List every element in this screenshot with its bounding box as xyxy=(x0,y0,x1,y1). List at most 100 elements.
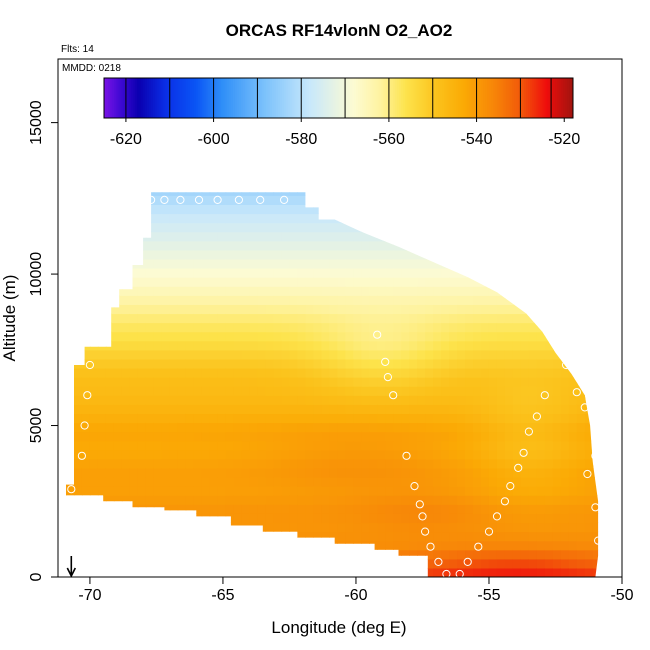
heatmap-cell xyxy=(617,432,626,442)
heatmap-cell xyxy=(361,522,370,533)
heatmap-cell xyxy=(281,404,291,415)
colorbar-segment xyxy=(150,78,154,118)
heatmap-cell xyxy=(568,404,578,415)
heatmap-cell xyxy=(257,304,267,315)
heatmap-cell xyxy=(137,540,147,551)
heatmap-cell xyxy=(89,477,99,487)
heatmap-cell xyxy=(193,449,203,460)
heatmap-cell xyxy=(425,522,434,533)
heatmap-cell xyxy=(169,331,179,342)
heatmap-cell xyxy=(345,540,354,551)
heatmap-cell xyxy=(361,540,370,551)
heatmap-cell xyxy=(217,268,227,278)
heatmap-cell xyxy=(289,558,299,569)
heatmap-cell xyxy=(329,277,338,287)
heatmap-cell xyxy=(393,495,402,505)
heatmap-cell xyxy=(281,458,291,469)
colorbar-segment xyxy=(279,78,283,118)
heatmap-cell xyxy=(97,413,107,424)
heatmap-cell xyxy=(449,413,458,424)
heatmap-cell xyxy=(265,467,275,478)
heatmap-cell xyxy=(473,249,482,260)
heatmap-cell xyxy=(209,277,219,287)
heatmap-cell xyxy=(536,404,546,415)
heatmap-cell xyxy=(592,213,599,224)
heatmap-cell xyxy=(321,549,330,560)
heatmap-cell xyxy=(560,222,570,233)
heatmap-cell xyxy=(97,331,107,342)
heatmap-cell xyxy=(105,286,115,296)
heatmap-cell xyxy=(393,558,402,569)
heatmap-cell xyxy=(504,231,514,242)
heatmap-cell xyxy=(273,531,283,542)
heatmap-cell xyxy=(361,268,370,278)
heatmap-cell xyxy=(377,177,386,187)
heatmap-cell xyxy=(528,513,538,524)
heatmap-cell xyxy=(258,177,267,187)
heatmap-cell xyxy=(66,431,75,442)
heatmap-cell xyxy=(89,204,99,215)
heatmap-cell xyxy=(369,495,378,505)
heatmap-cell xyxy=(393,458,402,469)
heatmap-cell xyxy=(233,486,243,496)
heatmap-cell xyxy=(66,558,67,569)
heatmap-cell xyxy=(584,340,594,351)
colorbar-tick-label: -540 xyxy=(461,131,493,148)
heatmap-cell xyxy=(417,295,426,305)
heatmap-cell xyxy=(177,567,187,577)
heatmap-cell xyxy=(401,404,410,415)
heatmap-cell xyxy=(313,495,322,505)
heatmap-cell xyxy=(305,531,314,542)
heatmap-cell xyxy=(185,422,195,433)
heatmap-cell xyxy=(305,177,314,187)
heatmap-cell xyxy=(97,249,107,260)
colorbar-segment xyxy=(488,78,492,118)
heatmap-cell xyxy=(161,413,171,424)
heatmap-cell xyxy=(113,367,123,378)
heatmap-cell xyxy=(329,340,338,351)
heatmap-cell xyxy=(353,240,362,251)
heatmap-cell xyxy=(241,313,251,324)
heatmap-cell xyxy=(441,240,450,251)
heatmap-cell xyxy=(169,522,179,533)
heatmap-cell xyxy=(329,240,338,251)
heatmap-cell xyxy=(121,231,131,242)
heatmap-cell xyxy=(113,549,123,560)
heatmap-cell xyxy=(393,304,402,315)
heatmap-cell xyxy=(66,204,75,215)
heatmap-cell xyxy=(552,322,562,333)
heatmap-cell xyxy=(297,513,307,524)
heatmap-cell xyxy=(496,349,506,360)
heatmap-cell xyxy=(473,331,482,342)
colorbar-segment xyxy=(322,78,326,118)
heatmap-cell xyxy=(209,467,219,478)
flight-marker xyxy=(147,195,156,204)
heatmap-cell xyxy=(393,422,402,433)
heatmap-cell xyxy=(66,467,75,478)
heatmap-cell xyxy=(185,295,195,305)
heatmap-cell xyxy=(233,395,243,405)
heatmap-cell xyxy=(560,440,570,451)
heatmap-cell xyxy=(217,549,227,560)
heatmap-cell xyxy=(465,258,474,269)
heatmap-cell xyxy=(552,231,562,242)
heatmap-cell xyxy=(137,522,147,533)
heatmap-cell xyxy=(105,495,115,505)
heatmap-cell xyxy=(473,358,482,369)
heatmap-cell xyxy=(345,431,354,442)
heatmap-cell xyxy=(265,340,275,351)
heatmap-cell xyxy=(193,513,203,524)
heatmap-cell xyxy=(249,431,259,442)
heatmap-cell xyxy=(81,522,91,533)
heatmap-cell xyxy=(337,440,346,451)
heatmap-cell xyxy=(217,467,227,478)
heatmap-cell xyxy=(353,495,362,505)
heatmap-cell xyxy=(241,222,251,233)
heatmap-cell xyxy=(249,422,259,433)
heatmap-cell xyxy=(137,213,147,224)
heatmap-cell xyxy=(504,458,514,469)
heatmap-cell xyxy=(488,549,498,560)
heatmap-cell xyxy=(329,440,338,451)
heatmap-cell xyxy=(473,522,482,533)
heatmap-cell xyxy=(66,204,67,215)
